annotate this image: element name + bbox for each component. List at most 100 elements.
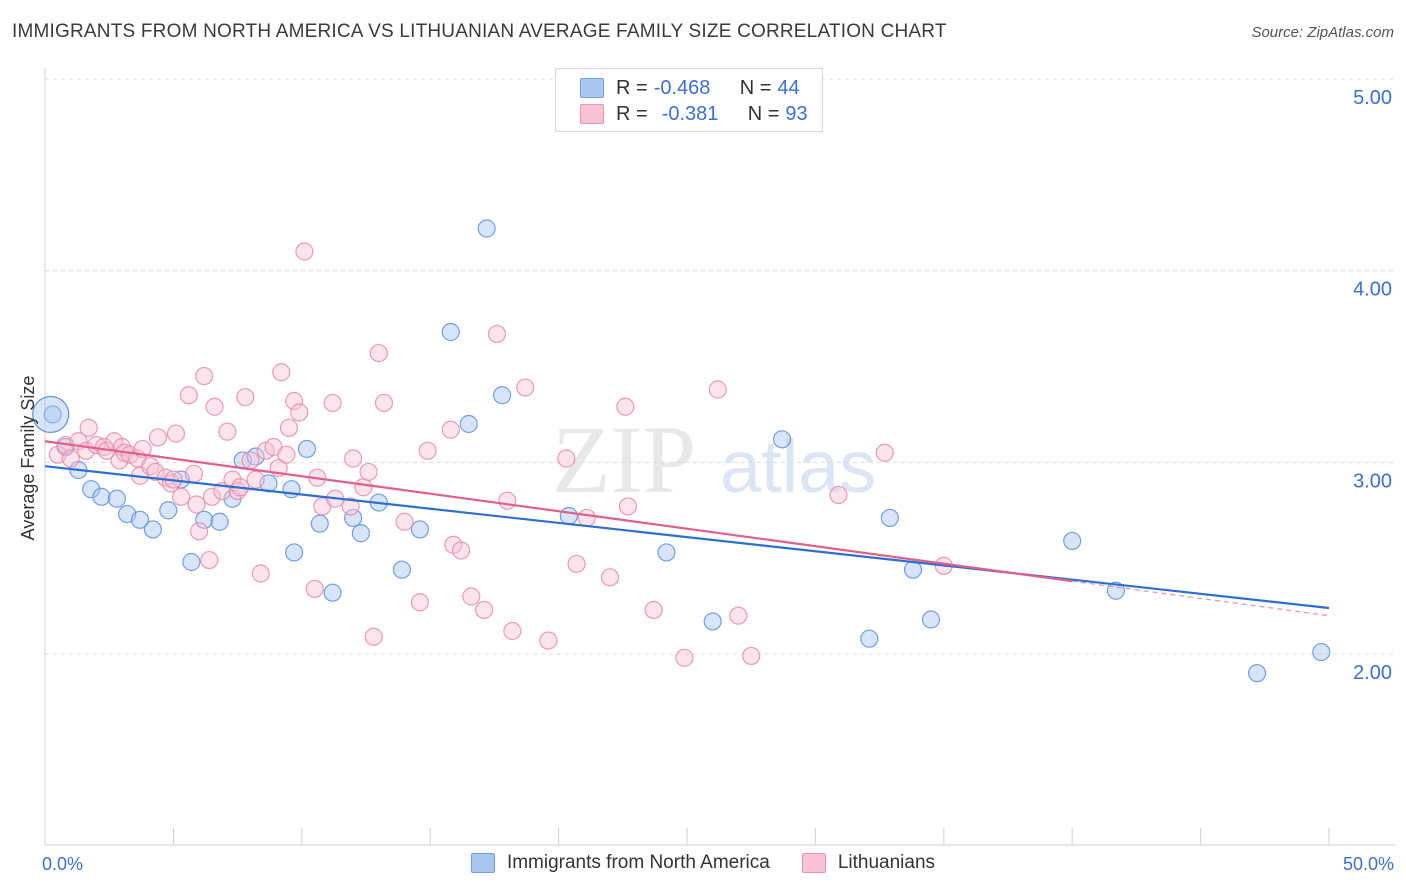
y-tick-label: 2.00 <box>1353 662 1392 684</box>
series-label-immigrants: Immigrants from North America <box>506 852 770 873</box>
y-axis-title: Average Family Size <box>18 376 38 541</box>
point-lithuanians <box>451 541 471 560</box>
point-immigrants <box>657 543 676 562</box>
point-lithuanians <box>487 324 507 344</box>
point-immigrants <box>1312 642 1331 662</box>
point-immigrants <box>344 508 363 528</box>
point-lithuanians <box>567 554 586 574</box>
point-lithuanians <box>462 587 481 606</box>
point-immigrants <box>159 501 178 520</box>
point-immigrants <box>921 610 941 629</box>
point-immigrants-large <box>32 395 70 434</box>
correlation-legend: R = -0.468 N = 44 R = -0.381 N = 93 <box>555 68 823 132</box>
point-lithuanians <box>146 462 165 482</box>
legend-row-immigrants: R = -0.468 N = 44 <box>556 75 800 101</box>
y-tick-label: 5.00 <box>1353 87 1392 109</box>
point-lithuanians <box>618 497 638 516</box>
point-immigrants <box>392 560 412 579</box>
point-immigrants <box>182 552 201 572</box>
legend-n-value: 44 <box>777 76 800 99</box>
point-lithuanians <box>172 487 191 506</box>
legend-r-label: R = <box>616 102 648 125</box>
axes <box>44 68 1395 846</box>
point-lithuanians <box>359 462 378 482</box>
point-lithuanians <box>516 378 535 397</box>
point-lithuanians <box>187 495 206 514</box>
series-legend-lithuanians[interactable]: Lithuanians <box>801 852 935 874</box>
point-lithuanians <box>742 646 761 666</box>
point-lithuanians <box>498 491 517 510</box>
source-label: Source: ZipAtlas.com <box>1251 24 1394 41</box>
legend-swatch-immigrants <box>580 78 604 98</box>
trend-line-lithuanians-extension <box>1072 580 1330 617</box>
point-lithuanians <box>441 420 460 439</box>
point-immigrants <box>143 520 162 539</box>
point-lithuanians <box>251 564 270 583</box>
point-immigrants <box>860 629 879 648</box>
trend-line-immigrants <box>44 465 1330 610</box>
point-lithuanians <box>79 418 98 437</box>
point-lithuanians <box>557 449 576 468</box>
y-tick-label: 4.00 <box>1353 279 1392 301</box>
point-lithuanians <box>341 497 360 516</box>
point-immigrants <box>107 489 127 508</box>
point-immigrants <box>297 439 317 459</box>
trend-lines <box>44 440 1330 617</box>
point-lithuanians <box>205 397 224 416</box>
point-lithuanians <box>290 403 309 422</box>
point-immigrants <box>772 430 792 449</box>
point-lithuanians <box>61 449 80 468</box>
point-lithuanians <box>344 449 363 468</box>
point-lithuanians <box>616 397 635 416</box>
point-lithuanians <box>241 451 260 470</box>
series-swatch-immigrants <box>470 853 495 873</box>
point-immigrants <box>195 510 214 529</box>
point-immigrants <box>323 583 342 602</box>
point-immigrants <box>130 510 150 529</box>
point-lithuanians <box>141 457 160 476</box>
point-lithuanians <box>875 443 894 462</box>
legend-n-label: N = <box>747 102 780 125</box>
point-immigrants <box>477 219 496 238</box>
legend-r-value: -0.381 <box>661 102 719 125</box>
series-legend-immigrants[interactable]: Immigrants from North America <box>470 852 770 874</box>
point-lithuanians <box>223 470 242 489</box>
point-immigrants <box>310 514 329 533</box>
legend-swatch-lithuanians <box>580 104 604 124</box>
point-lithuanians <box>277 445 296 464</box>
point-lithuanians <box>200 550 219 570</box>
point-lithuanians <box>418 441 437 460</box>
point-lithuanians <box>305 579 324 598</box>
point-immigrants <box>880 508 899 528</box>
point-immigrants <box>703 612 722 631</box>
point-immigrants <box>1063 531 1082 551</box>
point-immigrants <box>559 506 578 526</box>
series-swatch-lithuanians <box>801 853 826 873</box>
point-lithuanians <box>577 508 596 528</box>
point-immigrants <box>459 414 478 434</box>
point-lithuanians <box>279 418 299 437</box>
legend-n-value: 93 <box>785 102 808 125</box>
point-lithuanians <box>323 393 342 413</box>
trend-line-lithuanians <box>44 440 1073 583</box>
point-lithuanians <box>295 242 314 261</box>
point-lithuanians <box>179 386 198 405</box>
point-lithuanians <box>729 606 748 625</box>
point-lithuanians <box>369 343 388 363</box>
legend-row-lithuanians: R = -0.381 N = 93 <box>556 101 808 127</box>
point-lithuanians <box>644 600 663 620</box>
point-lithuanians <box>166 424 186 443</box>
point-lithuanians <box>218 422 237 441</box>
point-immigrants <box>210 512 229 531</box>
point-lithuanians <box>354 478 373 497</box>
point-lithuanians <box>189 522 209 541</box>
point-lithuanians <box>374 393 394 413</box>
point-lithuanians <box>395 512 414 531</box>
data-points <box>32 219 1331 683</box>
point-lithuanians <box>410 593 430 612</box>
point-lithuanians <box>364 627 383 646</box>
x-tick-label-max: 50.0% <box>1343 854 1394 874</box>
x-tick-label-min: 0.0% <box>42 854 83 874</box>
point-lithuanians <box>184 464 204 483</box>
